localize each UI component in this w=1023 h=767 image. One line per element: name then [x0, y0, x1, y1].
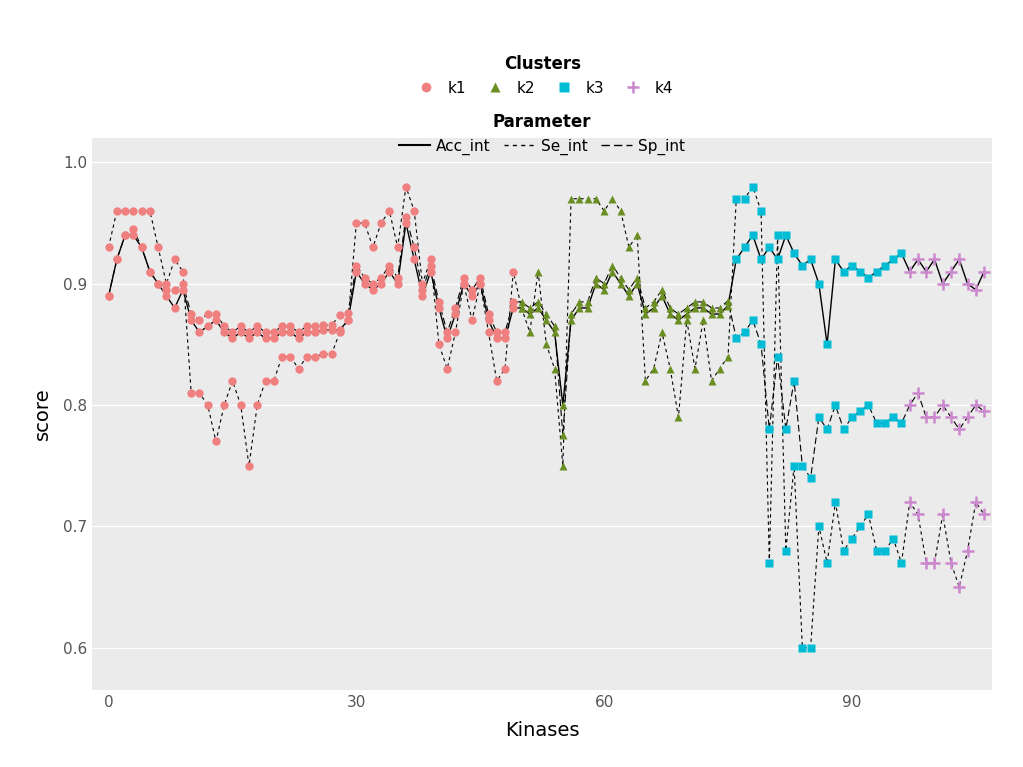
Y-axis label: score: score [33, 388, 52, 440]
Legend: Acc_int, Se_int, Sp_int: Acc_int, Se_int, Sp_int [393, 107, 692, 161]
X-axis label: Kinases: Kinases [505, 721, 579, 740]
